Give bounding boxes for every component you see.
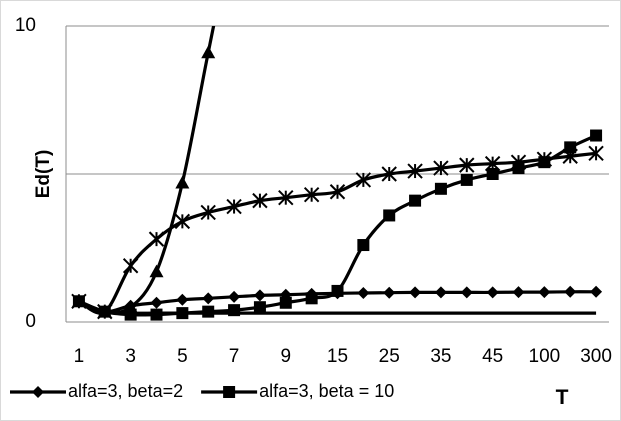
- legend: alfa=3, beta=2 alfa=3, beta = 10: [10, 381, 394, 401]
- series-1-point-7: [253, 301, 266, 314]
- series-0-point-20: [590, 285, 603, 298]
- series-0-point-15: [460, 286, 473, 299]
- series-3-point-16: [484, 155, 501, 172]
- legend-swatch-marker-0: [32, 386, 44, 398]
- series-3-point-12: [381, 166, 397, 182]
- legend-label-1: alfa=3, beta = 10: [259, 381, 394, 401]
- series-0-point-13: [409, 286, 422, 299]
- x-tick-label-9: 100: [529, 346, 561, 367]
- series-0-point-16: [486, 286, 499, 299]
- series-3-point-11: [355, 172, 372, 188]
- series-0-point-6: [228, 290, 241, 303]
- series-4-line: [78, 299, 597, 315]
- series-1-point-9: [305, 292, 318, 305]
- x-tick-label-5: 15: [327, 346, 348, 367]
- series-3-point-5: [200, 204, 216, 221]
- series-1-point-16: [486, 168, 499, 180]
- series-3-point-14: [433, 160, 449, 176]
- x-tick-label-10: 300: [580, 346, 612, 367]
- series-2-point-2: [123, 300, 138, 313]
- series-3-point-3: [148, 231, 165, 247]
- gridlines: [66, 25, 609, 323]
- series-0-point-14: [434, 286, 447, 299]
- series-0-point-3: [150, 296, 163, 309]
- series-1-point-20: [590, 129, 603, 142]
- series-0-point-12: [383, 286, 396, 299]
- x-axis-label: T: [556, 386, 569, 409]
- series-0-point-19: [564, 285, 577, 298]
- series-1-point-10: [331, 284, 344, 297]
- legend-swatch-marker-1: [223, 386, 236, 398]
- series-1-point-13: [409, 194, 422, 207]
- y-axis-label: Ed(T): [33, 150, 54, 199]
- series-3-point-8: [278, 189, 294, 206]
- series-0-point-18: [538, 286, 551, 299]
- x-tick-label-3: 7: [229, 346, 240, 367]
- series-3-point-13: [407, 163, 423, 179]
- x-tick-label-2: 5: [177, 346, 188, 367]
- x-tick-label-8: 45: [482, 346, 503, 367]
- series-2-line: [78, 26, 216, 315]
- series-2-point-4: [175, 175, 190, 189]
- series-3-point-7: [252, 192, 268, 209]
- series-2-point-3: [149, 264, 164, 278]
- series-1-point-15: [460, 173, 473, 186]
- series-3-point-18: [536, 151, 553, 167]
- x-tick-label-1: 3: [125, 346, 136, 367]
- series-3-point-6: [226, 198, 242, 215]
- legend-item-0: alfa=3, beta=2: [10, 381, 183, 401]
- series-0-point-5: [202, 292, 215, 305]
- series-2: [71, 26, 216, 318]
- x-tick-label-6: 25: [379, 346, 400, 367]
- x-tick-label-4: 9: [280, 346, 291, 367]
- series-3-point-4: [174, 213, 191, 230]
- y-tick-label-1: 10: [15, 15, 36, 36]
- series-1-point-14: [434, 182, 447, 195]
- x-tick-label-0: 1: [74, 346, 85, 367]
- series-3-point-9: [303, 187, 320, 203]
- series-1-point-11: [357, 239, 370, 252]
- series-2-point-5: [201, 45, 216, 59]
- series-layer: [71, 26, 604, 321]
- series-0-point-7: [253, 289, 266, 302]
- y-tick-label-0: 0: [25, 311, 36, 332]
- series-3-point-20: [588, 145, 604, 161]
- series-3-point-15: [459, 157, 475, 173]
- series-0-point-11: [357, 286, 370, 299]
- x-tick-label-7: 35: [430, 346, 451, 367]
- series-3-point-2: [122, 258, 139, 274]
- series-3-point-17: [510, 154, 527, 170]
- series-3: [71, 145, 604, 320]
- series-1-point-19: [564, 141, 577, 154]
- series-1-point-12: [383, 209, 396, 222]
- series-0-point-17: [512, 286, 525, 299]
- legend-item-1: alfa=3, beta = 10: [201, 381, 394, 401]
- series-1-point-8: [279, 296, 292, 309]
- series-3-point-10: [329, 184, 346, 200]
- legend-label-0: alfa=3, beta=2: [68, 381, 183, 401]
- series-4: [78, 299, 597, 315]
- series-0-point-4: [176, 293, 189, 306]
- series-3-point-19: [562, 148, 578, 164]
